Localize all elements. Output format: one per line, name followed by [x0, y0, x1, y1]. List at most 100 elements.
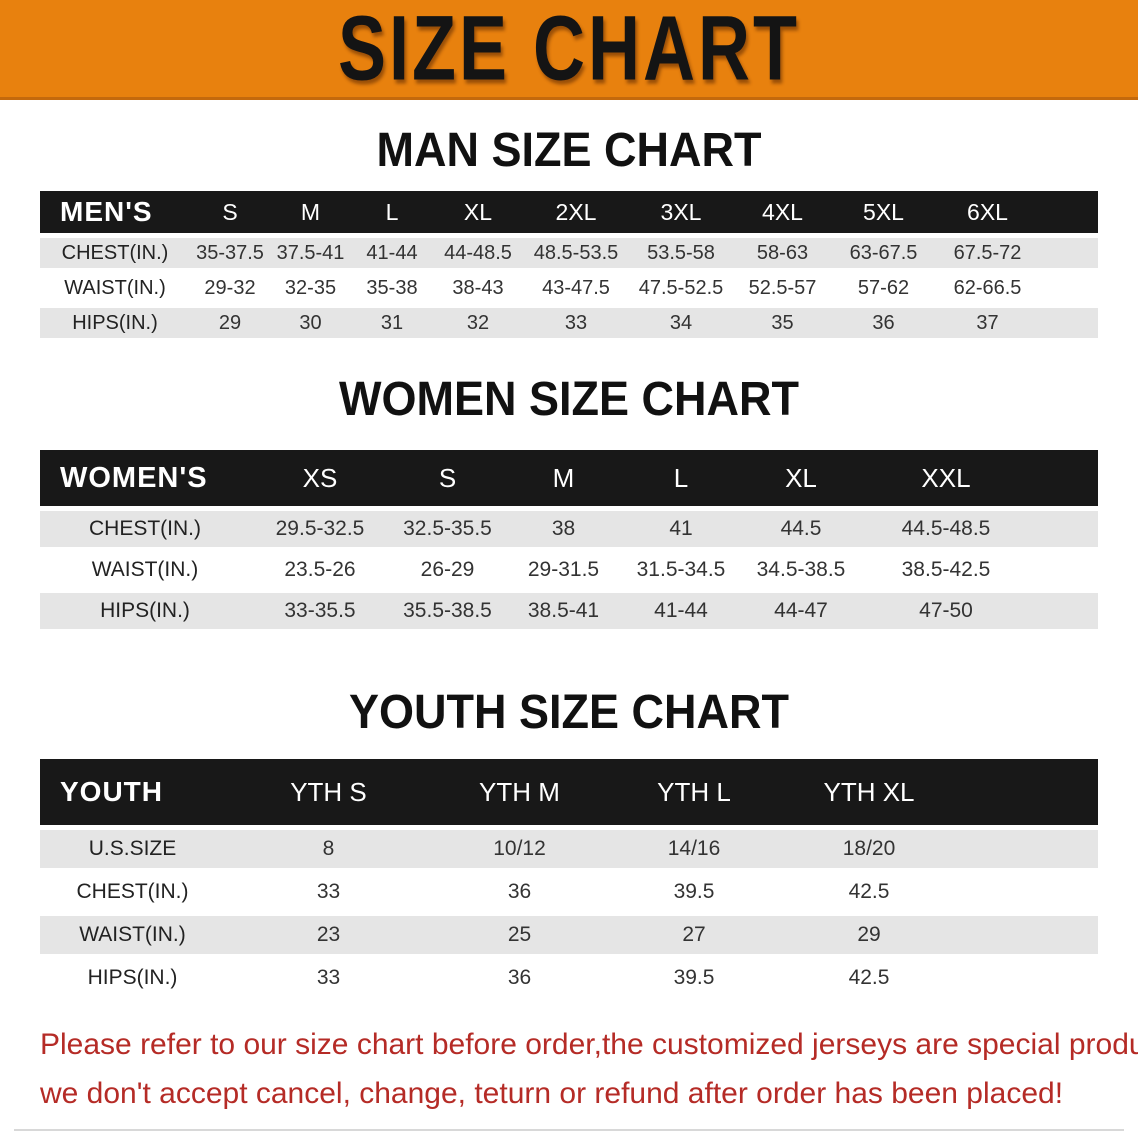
- row-label: U.S.SIZE: [40, 830, 225, 868]
- row-label: CHEST(IN.): [40, 238, 190, 268]
- column-header-cell: XL: [740, 450, 862, 506]
- table-row: WAIST(IN.) 23 25 27 29: [40, 916, 1098, 954]
- disclaimer-text: Please refer to our size chart before or…: [40, 1020, 1138, 1118]
- column-header-cell: S: [390, 450, 505, 506]
- row-label: CHEST(IN.): [40, 873, 225, 911]
- value-cell: 34: [629, 308, 733, 338]
- column-header-cell: YTH XL: [781, 759, 957, 825]
- value-cell: 29: [781, 916, 957, 954]
- value-cell: 31.5-34.5: [622, 552, 740, 588]
- value-cell: 38.5-41: [505, 593, 622, 629]
- value-cell: [1040, 273, 1098, 303]
- column-header-cell: L: [622, 450, 740, 506]
- banner-title: SIZE CHART: [338, 0, 800, 100]
- column-header-cell: S: [190, 191, 270, 233]
- value-cell: 42.5: [781, 959, 957, 997]
- value-cell: 39.5: [607, 959, 781, 997]
- value-cell: 44.5-48.5: [862, 511, 1030, 547]
- column-header-cell: [957, 759, 1098, 825]
- row-label: HIPS(IN.): [40, 959, 225, 997]
- size-chart-banner: SIZE CHART: [0, 0, 1138, 100]
- value-cell: [1030, 511, 1098, 547]
- row-label: HIPS(IN.): [40, 308, 190, 338]
- youth-section-heading: YOUTH SIZE CHART: [348, 683, 789, 739]
- value-cell: 8: [225, 830, 432, 868]
- value-cell: 25: [432, 916, 607, 954]
- column-header-cell: 6XL: [935, 191, 1040, 233]
- value-cell: 29: [190, 308, 270, 338]
- value-cell: 27: [607, 916, 781, 954]
- row-label: WAIST(IN.): [40, 552, 250, 588]
- value-cell: [1030, 593, 1098, 629]
- table-row: U.S.SIZE 8 10/12 14/16 18/20: [40, 830, 1098, 868]
- value-cell: 31: [351, 308, 433, 338]
- value-cell: 47.5-52.5: [629, 273, 733, 303]
- value-cell: 36: [432, 873, 607, 911]
- value-cell: 38: [505, 511, 622, 547]
- value-cell: 57-62: [832, 273, 935, 303]
- value-cell: 32: [433, 308, 523, 338]
- bottom-divider: [14, 1129, 1124, 1131]
- table-label: MEN'S: [40, 191, 190, 233]
- value-cell: 48.5-53.5: [523, 238, 629, 268]
- value-cell: [1040, 238, 1098, 268]
- value-cell: [1030, 552, 1098, 588]
- value-cell: 29.5-32.5: [250, 511, 390, 547]
- column-header-cell: 4XL: [733, 191, 832, 233]
- table-label: WOMEN'S: [40, 450, 250, 506]
- value-cell: 29-32: [190, 273, 270, 303]
- value-cell: 32-35: [270, 273, 351, 303]
- column-header-cell: YTH M: [432, 759, 607, 825]
- column-header-cell: XL: [433, 191, 523, 233]
- value-cell: 29-31.5: [505, 552, 622, 588]
- value-cell: 23: [225, 916, 432, 954]
- value-cell: 67.5-72: [935, 238, 1040, 268]
- value-cell: 39.5: [607, 873, 781, 911]
- column-header-cell: 3XL: [629, 191, 733, 233]
- column-header-cell: 5XL: [832, 191, 935, 233]
- value-cell: 30: [270, 308, 351, 338]
- value-cell: 37.5-41: [270, 238, 351, 268]
- section-women: WOMEN SIZE CHART WOMEN'S XS S M L XL XXL CHEST(…: [0, 370, 1138, 634]
- column-header-cell: YTH S: [225, 759, 432, 825]
- table-row: CHEST(IN.) 33 36 39.5 42.5: [40, 873, 1098, 911]
- value-cell: 42.5: [781, 873, 957, 911]
- value-cell: 35.5-38.5: [390, 593, 505, 629]
- table-row: WAIST(IN.) 29-32 32-35 35-38 38-43 43-47.5 47.…: [40, 273, 1098, 303]
- table-row: HIPS(IN.) 29 30 31 32 33 34 35 36 37: [40, 308, 1098, 338]
- value-cell: 36: [832, 308, 935, 338]
- value-cell: 41-44: [351, 238, 433, 268]
- column-header-cell: M: [505, 450, 622, 506]
- column-header-cell: M: [270, 191, 351, 233]
- disclaimer-line-2: we don't accept cancel, change, teturn o…: [40, 1077, 1064, 1110]
- table-header-row: MEN'S S M L XL 2XL 3XL 4XL 5XL 6XL: [40, 191, 1098, 233]
- value-cell: 41-44: [622, 593, 740, 629]
- column-header-cell: [1040, 191, 1098, 233]
- value-cell: 33: [523, 308, 629, 338]
- table-label: YOUTH: [40, 759, 225, 825]
- value-cell: 32.5-35.5: [390, 511, 505, 547]
- youth-size-table: YOUTH YTH S YTH M YTH L YTH XL U.S.SIZE 8 10/12…: [40, 754, 1098, 1002]
- man-section-heading: MAN SIZE CHART: [376, 121, 762, 177]
- table-row: CHEST(IN.) 29.5-32.5 32.5-35.5 38 41 44.5 44.5…: [40, 511, 1098, 547]
- value-cell: 38-43: [433, 273, 523, 303]
- column-header-cell: [1030, 450, 1098, 506]
- value-cell: 18/20: [781, 830, 957, 868]
- value-cell: 37: [935, 308, 1040, 338]
- value-cell: 26-29: [390, 552, 505, 588]
- value-cell: 35: [733, 308, 832, 338]
- value-cell: 41: [622, 511, 740, 547]
- table-header-row: WOMEN'S XS S M L XL XXL: [40, 450, 1098, 506]
- value-cell: 58-63: [733, 238, 832, 268]
- value-cell: 14/16: [607, 830, 781, 868]
- women-section-heading: WOMEN SIZE CHART: [339, 370, 799, 426]
- value-cell: 52.5-57: [733, 273, 832, 303]
- column-header-cell: XXL: [862, 450, 1030, 506]
- section-youth: YOUTH SIZE CHART YOUTH YTH S YTH M YTH L YTH…: [0, 683, 1138, 1002]
- row-label: CHEST(IN.): [40, 511, 250, 547]
- value-cell: 33: [225, 873, 432, 911]
- value-cell: 44-47: [740, 593, 862, 629]
- disclaimer-line-1: Please refer to our size chart before or…: [40, 1028, 1138, 1061]
- value-cell: 53.5-58: [629, 238, 733, 268]
- value-cell: 23.5-26: [250, 552, 390, 588]
